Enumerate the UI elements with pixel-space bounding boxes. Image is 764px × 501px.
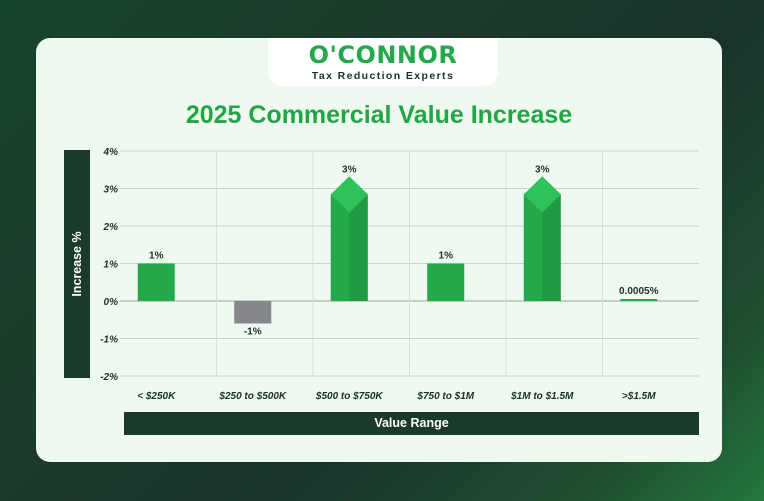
brand-tagline: Tax Reduction Experts [311, 70, 455, 82]
labels: 4% 3% 2% 1% 0% -1% -2% 1% < $250K -1% $250 to $500… [100, 147, 658, 402]
x-tick-label: $500 to $750K [315, 391, 383, 402]
data-label: 0.0005% [619, 286, 659, 297]
data-label: 1% [439, 251, 454, 262]
data-label: -1% [244, 327, 262, 338]
x-axis-label: Value Range [374, 416, 449, 430]
x-axis-label-bar [124, 412, 699, 435]
chart-title: 2025 Commercial Value Increase [185, 101, 573, 129]
x-tick-label: $1M to $1.5M [510, 391, 574, 402]
bar [427, 263, 465, 301]
y-tick-label: 1% [104, 260, 119, 271]
y-tick-label: -1% [100, 335, 118, 346]
y-tick-label: 3% [104, 185, 119, 196]
y-axis-label-bar [64, 150, 90, 378]
grid-lines [120, 150, 699, 377]
chart-card [36, 38, 722, 462]
y-tick-label: 4% [103, 147, 119, 158]
y-tick-label: -2% [100, 372, 118, 383]
x-tick-label: $750 to $1M [416, 391, 474, 402]
y-tick-label: 2% [103, 222, 119, 233]
x-tick-label: $250 to $500K [218, 391, 286, 402]
data-label: 1% [149, 251, 164, 262]
brand-logo-wordmark: O'CONNOR [308, 41, 458, 69]
bar-cap [330, 176, 368, 213]
y-tick-label: 0% [104, 297, 119, 308]
bar-cap [523, 176, 561, 213]
bars [137, 176, 658, 324]
x-tick-label: < $250K [137, 391, 176, 402]
bar [234, 301, 272, 324]
bar [137, 263, 175, 301]
x-tick-label: >$1.5M [622, 391, 656, 402]
logo-tab [268, 38, 498, 86]
data-label: 3% [342, 165, 357, 176]
bar [620, 299, 658, 301]
data-label: 3% [535, 165, 550, 176]
